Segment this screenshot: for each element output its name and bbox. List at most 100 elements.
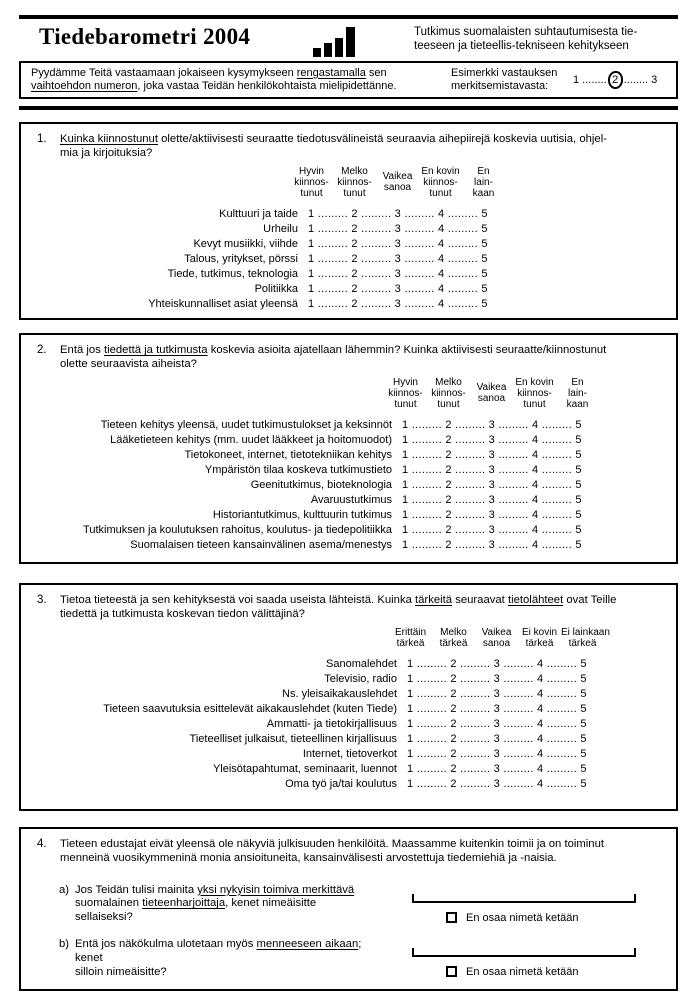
- subquestion-a: a) Jos Teidän tulisi mainita yksi nykyis…: [21, 884, 676, 925]
- row-label: Yleisötapahtumat, seminaarit, luennot: [212, 762, 397, 775]
- bar: [313, 48, 321, 57]
- rating-rows: Kulttuuri ja taide 1 ......... 2 ........…: [37, 207, 676, 312]
- rating-scale[interactable]: 1 ......... 2 ......... 3 ......... 4 ..…: [308, 282, 488, 295]
- answer-area-a: En osaa nimetä ketään: [412, 884, 636, 924]
- row-label: Sanomalehdet: [326, 657, 397, 670]
- rating-header-cell: Melko tärkeä: [439, 626, 468, 649]
- checkbox-label: En osaa nimetä ketään: [466, 911, 579, 924]
- question-number: 2.: [37, 344, 47, 356]
- checkbox-label: En osaa nimetä ketään: [466, 965, 579, 978]
- row-label: Politiikka: [254, 282, 298, 295]
- row-label: Tietokoneet, internet, tietotekniikan ke…: [184, 448, 393, 461]
- rating-scale[interactable]: 1 ......... 2 ......... 3 ......... 4 ..…: [402, 448, 582, 461]
- row-label: Ympäristön tilaa koskeva tutkimustieto: [204, 463, 392, 476]
- rating-scale[interactable]: 1 ......... 2 ......... 3 ......... 4 ..…: [402, 478, 582, 491]
- answer-line[interactable]: [412, 893, 636, 903]
- bar: [324, 43, 332, 57]
- rating-row: Talous, yritykset, pörssi 1 ......... 2 .…: [37, 252, 676, 267]
- instruction-segment: Pyydämme Teitä vastaamaan jokaiseen kysy…: [31, 66, 297, 79]
- rating-table: Hyvin kiinnos- tunut Melko kiinnos- tunu…: [21, 377, 676, 553]
- row-label: Tutkimuksen ja koulutuksen rahoitus, kou…: [83, 523, 392, 536]
- rating-row: Ympäristön tilaa koskeva tutkimustieto 1 …: [37, 463, 676, 478]
- question-text-underlined: tiedettä ja tutkimusta: [103, 344, 208, 356]
- rating-rows: Tieteen kehitys yleensä, uudet tutkimust…: [37, 418, 676, 553]
- rating-header-cell: Melko kiinnos- tunut: [431, 376, 466, 410]
- question-text-segment: olette seuraavista aiheista?: [60, 357, 197, 370]
- row-label: Oma työ ja/tai koulutus: [285, 777, 397, 790]
- rating-scale[interactable]: 1 ......... 2 ......... 3 ......... 4 ..…: [407, 657, 587, 670]
- rating-header-cell: Vaikea sanoa: [476, 382, 507, 405]
- rating-header-cell: Hyvin kiinnos- tunut: [388, 376, 423, 410]
- row-label: Avaruustutkimus: [310, 493, 392, 506]
- rating-rows: Sanomalehdet 1 ......... 2 ......... 3 ..…: [37, 657, 676, 792]
- rating-scale[interactable]: 1 ......... 2 ......... 3 ......... 4 ..…: [407, 732, 587, 745]
- rating-scale[interactable]: 1 ......... 2 ......... 3 ......... 4 ..…: [402, 508, 582, 521]
- circled-answer: 2: [607, 71, 623, 89]
- row-label: Talous, yritykset, pörssi: [184, 252, 298, 265]
- rating-row: Sanomalehdet 1 ......... 2 ......... 3 ..…: [37, 657, 676, 672]
- rating-scale[interactable]: 1 ......... 2 ......... 3 ......... 4 ..…: [402, 523, 582, 536]
- rating-scale[interactable]: 1 ......... 2 ......... 3 ......... 4 ..…: [308, 222, 488, 235]
- dot-leader: ........: [623, 74, 652, 86]
- row-label: Tieteen kehitys yleensä, uudet tutkimust…: [100, 418, 392, 431]
- subquestion-label: b): [59, 937, 70, 950]
- rating-scale[interactable]: 1 ......... 2 ......... 3 ......... 4 ..…: [308, 267, 488, 280]
- rating-scale[interactable]: 1 ......... 2 ......... 3 ......... 4 ..…: [407, 702, 587, 715]
- rating-scale[interactable]: 1 ......... 2 ......... 3 ......... 4 ..…: [402, 538, 582, 551]
- row-label: Kevyt musiikki, viihde: [193, 237, 298, 250]
- subquestion-b: b) Entä jos näkökulma ulotetaan myös men…: [21, 938, 676, 979]
- rating-row: Historiantutkimus, kulttuurin tutkimus 1 …: [37, 508, 676, 523]
- rating-scale[interactable]: 1 ......... 2 ......... 3 ......... 4 ..…: [308, 297, 488, 310]
- row-label: Ammatti- ja tietokirjallisuus: [266, 717, 397, 730]
- checkbox[interactable]: [446, 912, 457, 924]
- question-text: Entä jos tiedettä ja tutkimusta koskevia…: [60, 344, 662, 372]
- answer-line[interactable]: [412, 947, 636, 957]
- subtitle-line: Tutkimus suomalaisten suhtautumisesta ti…: [414, 26, 638, 38]
- rating-row: Televisio, radio 1 ......... 2 ......... …: [37, 672, 676, 687]
- rating-header-row: Hyvin kiinnos- tunut Melko kiinnos- tunu…: [290, 166, 676, 199]
- subquestion-text-underlined: menneeseen aikaan: [256, 937, 359, 950]
- rating-row: Yhteiskunnalliset asiat yleensä 1 .......…: [37, 297, 676, 312]
- rating-table: Hyvin kiinnos- tunut Melko kiinnos- tunu…: [21, 166, 676, 312]
- row-label: Internet, tietoverkot: [302, 747, 397, 760]
- rating-scale[interactable]: 1 ......... 2 ......... 3 ......... 4 ..…: [407, 747, 587, 760]
- row-label: Geenitutkimus, bioteknologia: [250, 478, 392, 491]
- rating-row: Kulttuuri ja taide 1 ......... 2 ........…: [37, 207, 676, 222]
- rating-scale[interactable]: 1 ......... 2 ......... 3 ......... 4 ..…: [407, 777, 587, 790]
- instruction-segment: sen: [365, 66, 387, 79]
- rating-scale[interactable]: 1 ......... 2 ......... 3 ......... 4 ..…: [407, 687, 587, 700]
- top-rule: [19, 15, 678, 19]
- rating-scale[interactable]: 1 ......... 2 ......... 3 ......... 4 ..…: [407, 762, 587, 775]
- rating-header-cell: Hyvin kiinnos- tunut: [294, 165, 329, 199]
- rating-scale[interactable]: 1 ......... 2 ......... 3 ......... 4 ..…: [402, 463, 582, 476]
- bar: [346, 27, 355, 57]
- row-label: Tieteelliset julkaisut, tieteellinen kir…: [189, 732, 397, 745]
- rating-scale[interactable]: 1 ......... 2 ......... 3 ......... 4 ..…: [402, 493, 582, 506]
- rating-scale[interactable]: 1 ......... 2 ......... 3 ......... 4 ..…: [407, 717, 587, 730]
- subquestion-text-segment: Entä jos näkökulma ulotetaan myös: [75, 937, 257, 950]
- rating-row: Tieteen kehitys yleensä, uudet tutkimust…: [37, 418, 676, 433]
- subquestion-text-segment: Jos Teidän tulisi mainita: [75, 883, 198, 896]
- question-number: 3.: [37, 594, 47, 606]
- rating-header-cell: Vaikea sanoa: [382, 171, 413, 194]
- checkbox[interactable]: [446, 966, 457, 978]
- question-head: 4. Tieteen edustajat eivät yleensä ole n…: [21, 829, 676, 866]
- row-label: Tieteen saavutuksia esittelevät aikakaus…: [103, 702, 397, 715]
- subquestion-text-segment: , kenet nimeäisitte sellaiseksi?: [75, 897, 317, 924]
- rating-scale[interactable]: 1 ......... 2 ......... 3 ......... 4 ..…: [402, 433, 582, 446]
- page-subtitle: Tutkimus suomalaisten suhtautumisesta ti…: [414, 26, 637, 53]
- rating-scale[interactable]: 1 ......... 2 ......... 3 ......... 4 ..…: [308, 252, 488, 265]
- row-label: Historiantutkimus, kulttuurin tutkimus: [212, 508, 392, 521]
- question-text-segment: Tietoa tieteestä ja sen kehityksestä voi…: [60, 594, 416, 606]
- rating-row: Tiede, tutkimus, teknologia 1 ......... 2…: [37, 267, 676, 282]
- question-text-underlined: tärkeitä: [415, 594, 453, 606]
- rating-scale[interactable]: 1 ......... 2 ......... 3 ......... 4 ..…: [402, 418, 582, 431]
- rating-scale[interactable]: 1 ......... 2 ......... 3 ......... 4 ..…: [407, 672, 587, 685]
- instruction-segment-underlined: rengastamalla: [296, 66, 366, 79]
- rating-scale[interactable]: 1 ......... 2 ......... 3 ......... 4 ..…: [308, 207, 488, 220]
- subquestion-text: Jos Teidän tulisi mainita yksi nykyisin …: [75, 884, 377, 925]
- rating-header-cell: En kovin kiinnos- tunut: [515, 376, 554, 410]
- rating-row: Tutkimuksen ja koulutuksen rahoitus, kou…: [37, 523, 676, 538]
- rating-header-row: Erittäin tärkeä Melko tärkeä Vaikea sano…: [389, 627, 676, 649]
- rating-scale[interactable]: 1 ......... 2 ......... 3 ......... 4 ..…: [308, 237, 488, 250]
